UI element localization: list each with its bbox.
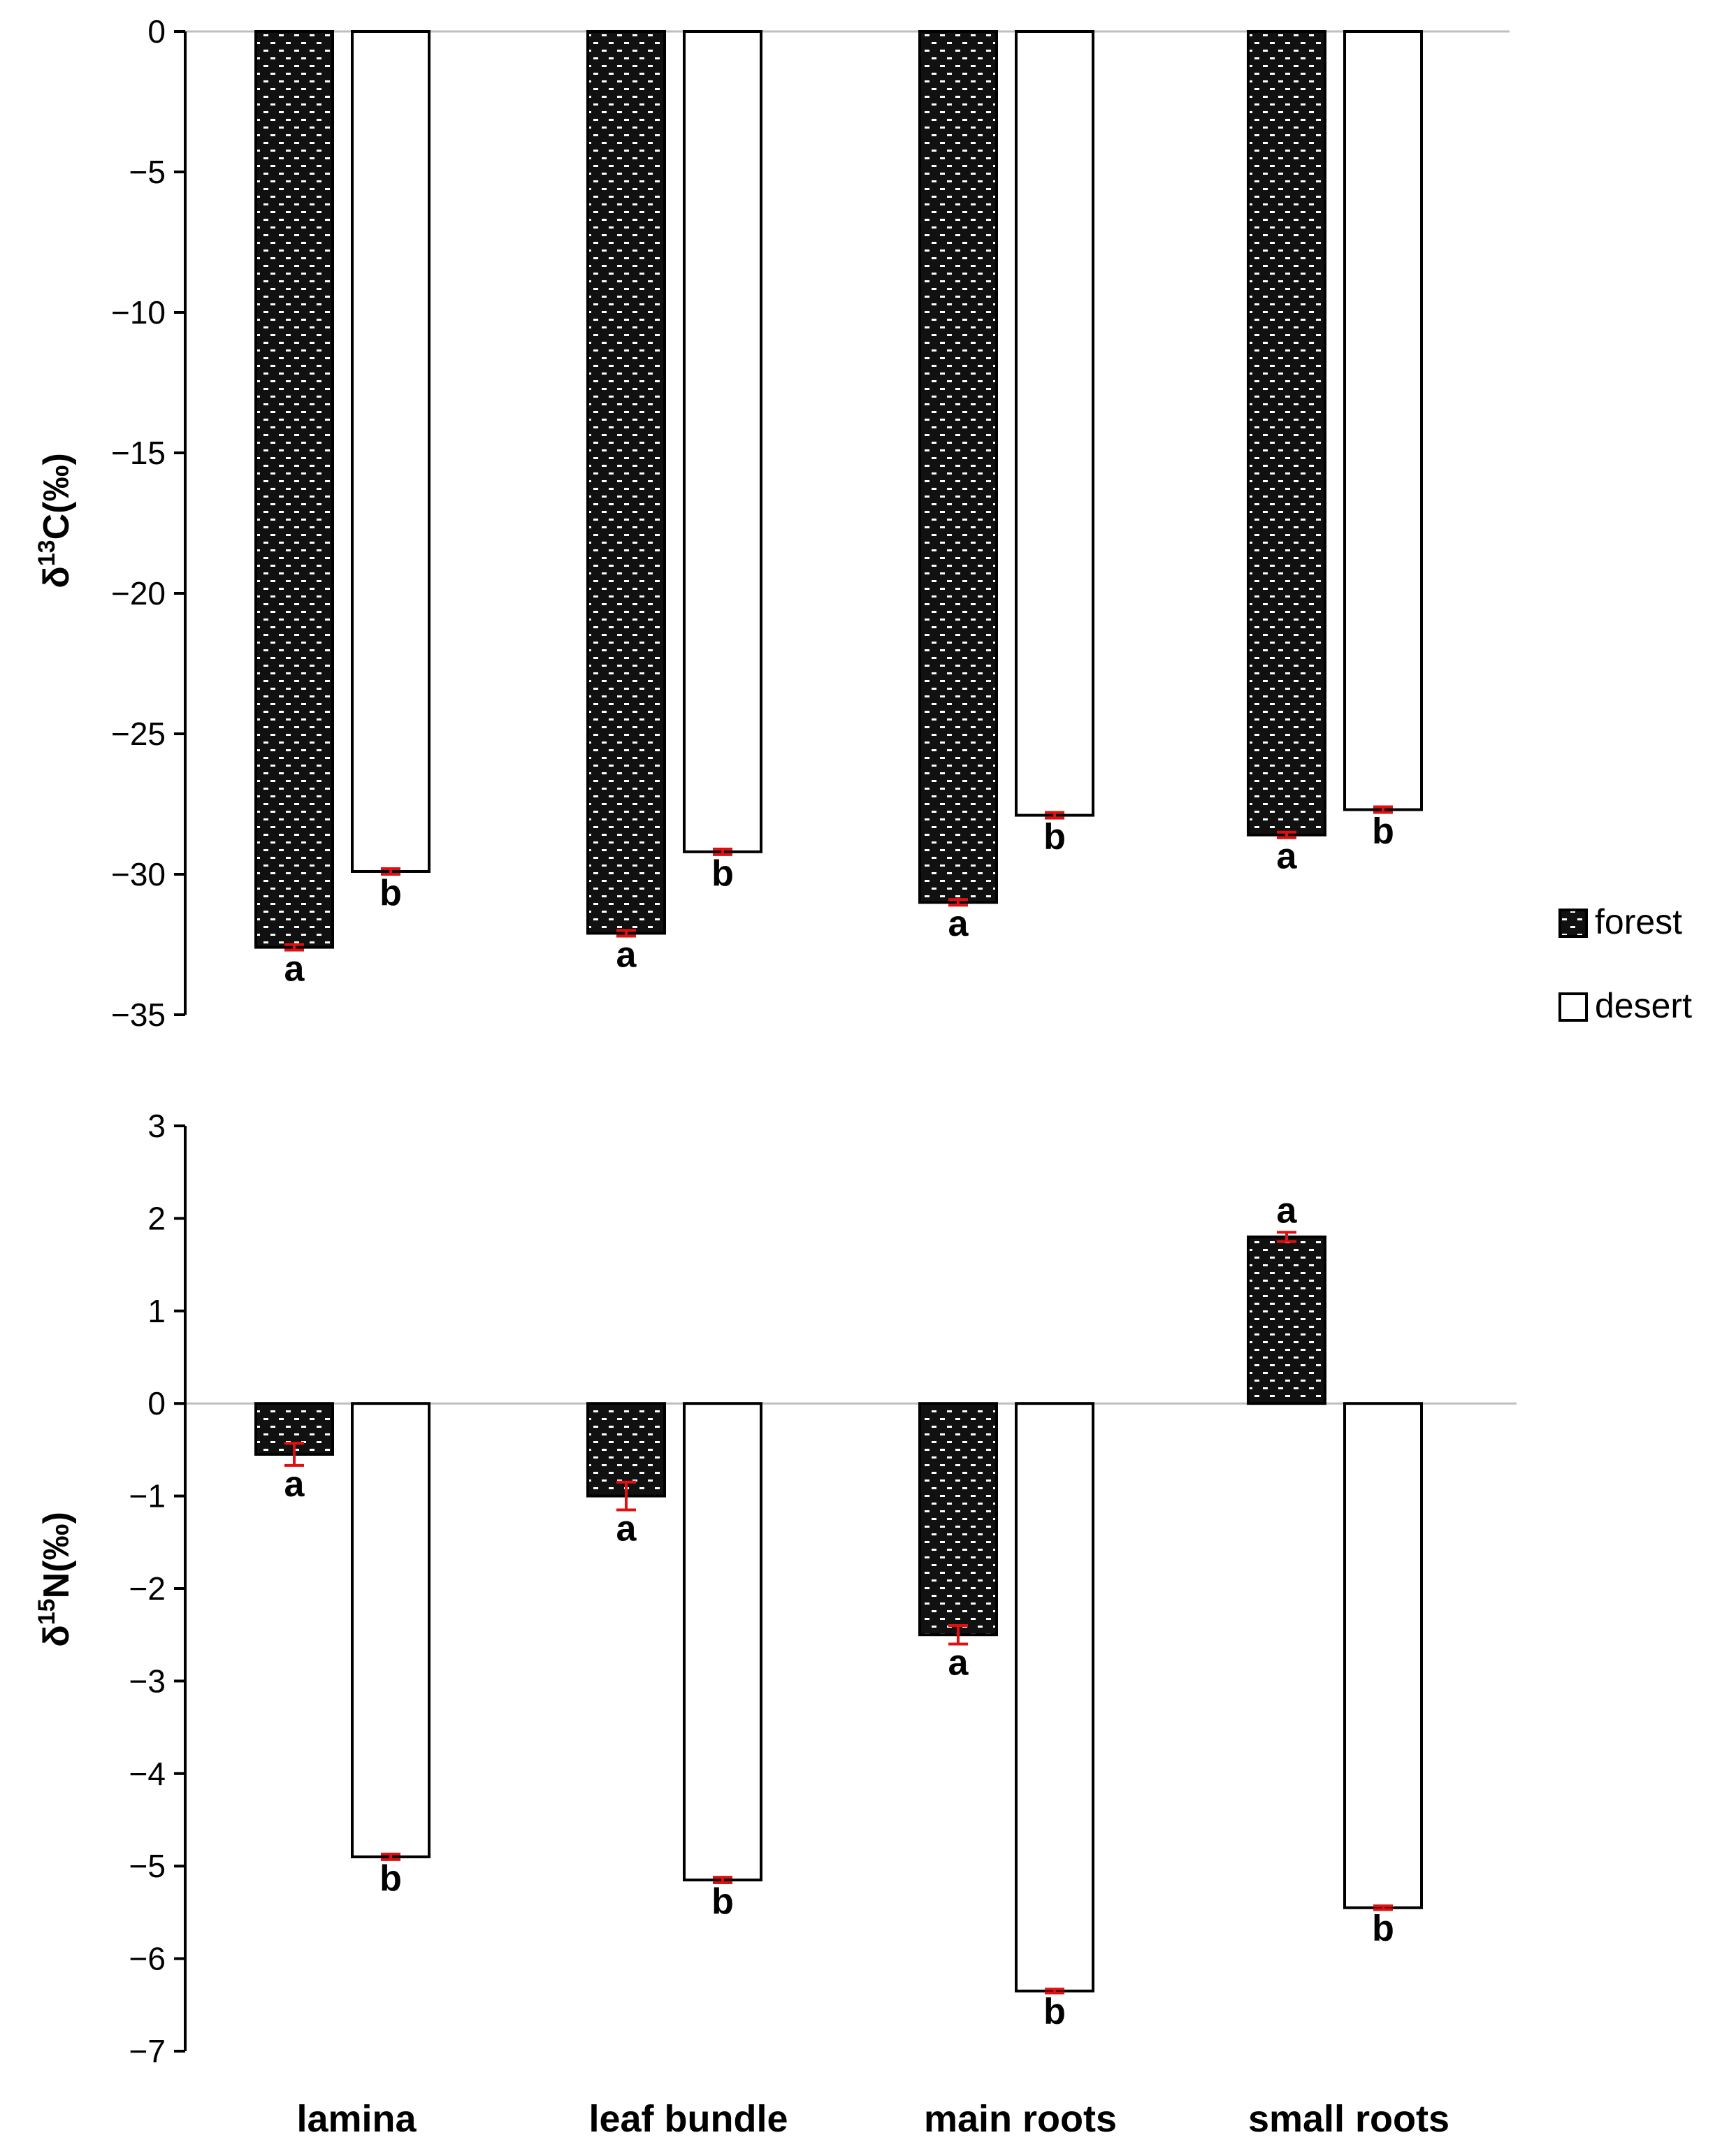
significance-letter: a <box>616 1508 637 1549</box>
error-bar <box>1277 1231 1296 1243</box>
y-tick-label: −5 <box>129 1848 166 1884</box>
category-label: lamina <box>296 2098 417 2140</box>
y-tick-label: −6 <box>129 1941 166 1977</box>
error-bar <box>1045 811 1064 820</box>
significance-letter: b <box>379 873 402 913</box>
y-tick-label: −5 <box>129 154 166 190</box>
y-tick-label: −35 <box>111 997 166 1033</box>
bar-forest-lamina <box>254 30 334 949</box>
error-bar <box>713 847 732 856</box>
y-tick-label: −2 <box>129 1570 166 1607</box>
y-axis-label-rest: N(‰) <box>36 1512 77 1598</box>
category-label: leaf bundle <box>588 2098 788 2140</box>
y-tick-label: −10 <box>111 294 166 331</box>
y-tick-label: −30 <box>111 856 166 892</box>
y-axis-label-sup: 13 <box>34 540 60 566</box>
bar-forest-leaf-bundle <box>586 1402 666 1498</box>
y-tick-label: −20 <box>111 575 166 612</box>
y-tick-label: −3 <box>129 1663 166 1699</box>
significance-letter: b <box>379 1858 402 1899</box>
significance-letter: b <box>1372 811 1394 852</box>
chart-d15n: 3 2 1 0 −1 −2 −3 −4 −5 −6 −7 δ15N(‰) a a a a b b b b <box>34 1108 1517 2069</box>
category-label: main roots <box>924 2098 1117 2140</box>
legend-swatch-desert <box>1558 992 1588 1022</box>
significance-letter: b <box>711 853 734 894</box>
y-axis-label-rest: C(‰) <box>36 453 77 540</box>
legend: forest desert <box>1558 902 1692 1025</box>
bar-forest-small-roots <box>1247 30 1326 837</box>
bar-forest-small-roots <box>1247 1235 1326 1405</box>
error-bar <box>381 1852 400 1861</box>
legend-label-forest: forest <box>1595 902 1682 941</box>
significance-letter: b <box>711 1881 734 1922</box>
error-bar <box>381 867 400 876</box>
bar-forest-leaf-bundle <box>586 30 666 935</box>
y-axis-label-main: δ <box>36 566 77 588</box>
error-bar <box>713 1876 732 1885</box>
significance-letter: a <box>616 934 637 975</box>
y-tick-label: 1 <box>147 1293 166 1329</box>
error-bar <box>616 929 636 938</box>
bar-desert-leaf-bundle <box>683 30 762 853</box>
category-label: small roots <box>1248 2098 1449 2140</box>
significance-letter: b <box>1043 1992 1066 2032</box>
y-tick-label: −4 <box>129 1756 166 1792</box>
chart-d13c: 0 −5 −10 −15 −20 −25 −30 −35 δ13C(‰) a a a a b b b b <box>34 13 1510 1033</box>
y-axis-label-sup: 15 <box>34 1598 60 1625</box>
error-bar <box>948 1623 968 1646</box>
y-tick-label: 2 <box>147 1200 166 1236</box>
bar-forest-main-roots <box>918 1402 998 1637</box>
error-bar <box>1277 830 1296 839</box>
significance-letter: b <box>1372 1908 1394 1948</box>
bar-forest-lamina <box>254 1402 334 1456</box>
y-tick-label: −15 <box>111 435 166 471</box>
significance-letter: a <box>284 1464 305 1505</box>
significance-letter: a <box>1277 1190 1298 1231</box>
bar-desert-small-roots <box>1343 1402 1423 1909</box>
y-axis-label: δ13C(‰) <box>34 453 77 588</box>
significance-letter: a <box>1277 837 1298 877</box>
y-axis-label-main: δ <box>36 1625 77 1647</box>
y-tick-label: −1 <box>129 1478 166 1514</box>
bar-forest-main-roots <box>918 30 998 904</box>
significance-letter: b <box>1043 817 1066 858</box>
significance-letter: a <box>284 949 305 990</box>
error-bar <box>284 1442 304 1467</box>
error-bar <box>284 943 304 952</box>
legend-label-desert: desert <box>1595 986 1692 1025</box>
bar-desert-lamina <box>351 30 431 873</box>
significance-letter: a <box>948 904 969 944</box>
y-tick-label: 0 <box>147 13 166 50</box>
error-bar <box>1045 1988 1064 1995</box>
error-bar <box>1373 1904 1393 1911</box>
error-bar <box>616 1480 636 1512</box>
bar-desert-leaf-bundle <box>683 1402 762 1882</box>
bar-desert-main-roots <box>1015 30 1094 817</box>
bar-desert-lamina <box>351 1402 431 1858</box>
legend-swatch-forest <box>1558 909 1588 938</box>
y-axis-label: δ15N(‰) <box>34 1512 77 1647</box>
error-bar <box>948 898 968 907</box>
y-tick-label: 3 <box>147 1108 166 1144</box>
bar-desert-small-roots <box>1343 30 1423 811</box>
significance-letter: a <box>948 1642 969 1683</box>
y-tick-label: 0 <box>147 1385 166 1421</box>
y-tick-label: −25 <box>111 716 166 752</box>
category-labels: lamina leaf bundle main roots small roots <box>296 2098 1449 2140</box>
error-bar <box>1373 805 1393 814</box>
y-tick-label: −7 <box>129 2033 166 2069</box>
bar-desert-main-roots <box>1015 1402 1094 1992</box>
